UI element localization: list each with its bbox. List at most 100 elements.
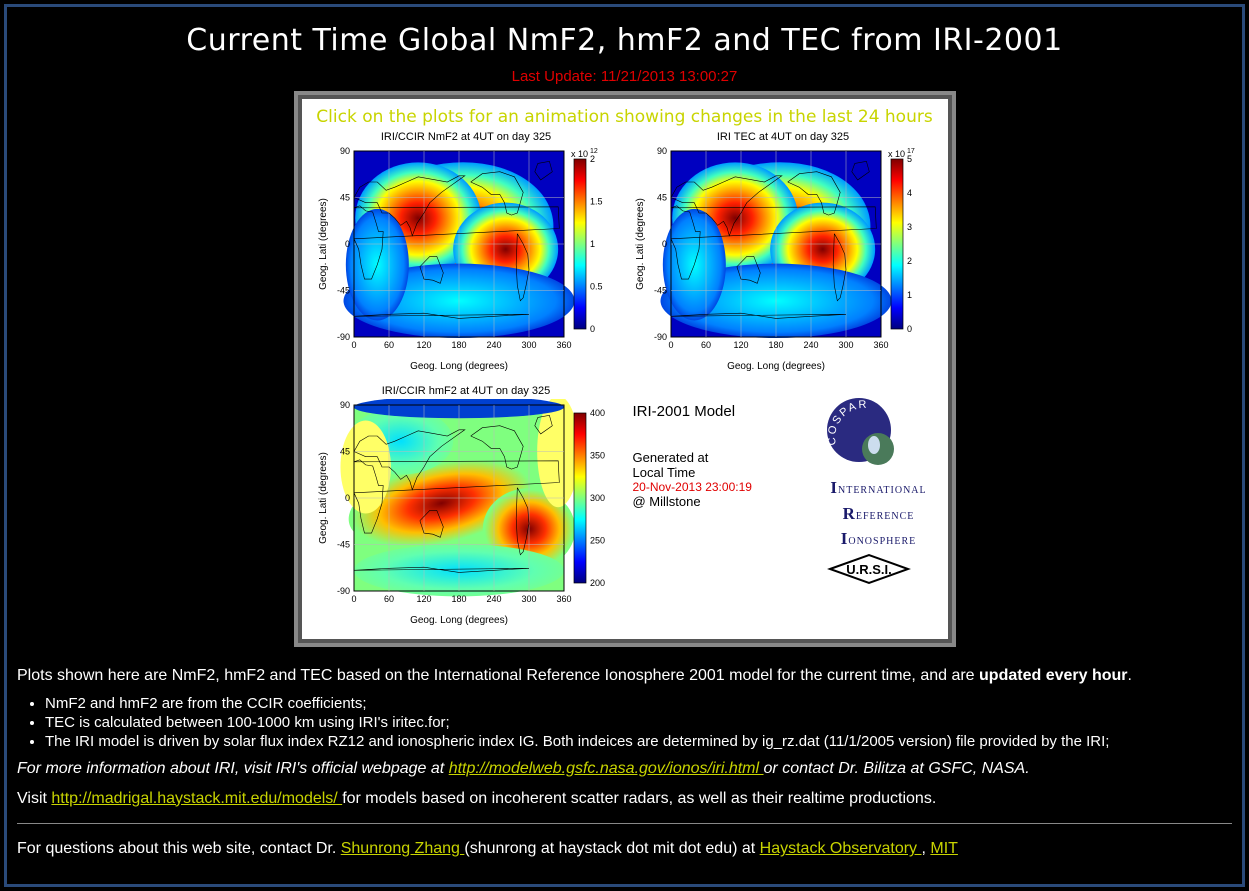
svg-text:180: 180 — [451, 594, 466, 604]
svg-text:120: 120 — [416, 594, 431, 604]
intro-text: Plots shown here are NmF2, hmF2 and TEC … — [17, 665, 1232, 687]
generated-location: @ Millstone — [633, 494, 814, 509]
svg-text:240: 240 — [803, 340, 818, 350]
svg-text:0: 0 — [344, 239, 349, 249]
mit-link[interactable]: MIT — [930, 840, 958, 857]
svg-text:350: 350 — [590, 451, 605, 461]
svg-text:1: 1 — [590, 239, 595, 249]
panel-title: IRI/CCIR hmF2 at 4UT on day 325 — [312, 385, 621, 397]
svg-text:2: 2 — [907, 256, 912, 266]
svg-text:180: 180 — [451, 340, 466, 350]
svg-text:-45: -45 — [653, 286, 666, 296]
svg-text:Geog. Lati (degrees): Geog. Lati (degrees) — [318, 452, 329, 544]
iri-official-link[interactable]: http://modelweb.gsfc.nasa.gov/ionos/iri.… — [449, 760, 764, 777]
page-title: Current Time Global NmF2, hmF2 and TEC f… — [17, 23, 1232, 58]
panel-info: IRI-2001 Model Generated at Local Time 2… — [629, 385, 938, 629]
bullet-item: NmF2 and hmF2 are from the CCIR coeffici… — [45, 695, 1232, 712]
last-update: Last Update: 11/21/2013 13:00:27 — [17, 68, 1232, 85]
nmf2-chart: 060120180240300360-90-4504590Geog. Long … — [312, 145, 612, 375]
cospar-logo-icon: COSPAR — [824, 395, 904, 475]
svg-text:17: 17 — [907, 148, 915, 155]
svg-text:180: 180 — [768, 340, 783, 350]
svg-text:360: 360 — [873, 340, 888, 350]
contact-text: For questions about this web site, conta… — [17, 838, 1232, 860]
svg-text:0: 0 — [661, 239, 666, 249]
svg-text:120: 120 — [733, 340, 748, 350]
bullet-list: NmF2 and hmF2 are from the CCIR coeffici… — [45, 695, 1232, 750]
svg-text:Geog. Lati (degrees): Geog. Lati (degrees) — [635, 198, 646, 290]
svg-text:x 10: x 10 — [887, 149, 904, 159]
iri-acronym: International Reference Ionosphere — [824, 475, 934, 552]
click-hint: Click on the plots for an animation show… — [312, 105, 938, 131]
svg-text:360: 360 — [556, 340, 571, 350]
svg-text:300: 300 — [838, 340, 853, 350]
svg-text:360: 360 — [556, 594, 571, 604]
bullet-item: The IRI model is driven by solar flux in… — [45, 733, 1232, 750]
generated-timestamp: 20-Nov-2013 23:00:19 — [633, 480, 814, 494]
svg-text:45: 45 — [656, 193, 666, 203]
svg-text:45: 45 — [339, 193, 349, 203]
more-b: or contact Dr. Bilitza at GSFC, NASA. — [764, 760, 1030, 777]
svg-text:300: 300 — [521, 594, 536, 604]
tec-chart: 060120180240300360-90-4504590Geog. Long … — [629, 145, 929, 375]
svg-text:90: 90 — [339, 146, 349, 156]
panel-grid: IRI/CCIR NmF2 at 4UT on day 325 06012018… — [312, 131, 938, 629]
svg-text:60: 60 — [383, 340, 393, 350]
svg-text:45: 45 — [339, 447, 349, 457]
svg-text:60: 60 — [700, 340, 710, 350]
hmf2-chart: 060120180240300360-90-4504590Geog. Long … — [312, 399, 612, 629]
svg-text:120: 120 — [416, 340, 431, 350]
madrigal-link[interactable]: http://madrigal.haystack.mit.edu/models/ — [51, 790, 342, 807]
svg-text:x 10: x 10 — [570, 149, 587, 159]
svg-text:400: 400 — [590, 408, 605, 418]
figure-frame: Click on the plots for an animation show… — [294, 91, 956, 647]
divider — [17, 823, 1232, 824]
svg-text:0: 0 — [351, 340, 356, 350]
panel-tec[interactable]: IRI TEC at 4UT on day 325 06012018024030… — [629, 131, 938, 375]
haystack-link[interactable]: Haystack Observatory — [760, 840, 922, 857]
svg-text:Geog. Long (degrees): Geog. Long (degrees) — [727, 361, 825, 372]
svg-text:90: 90 — [339, 400, 349, 410]
svg-text:0.5: 0.5 — [590, 282, 603, 292]
svg-text:U.R.S.I.: U.R.S.I. — [846, 562, 892, 577]
panel-hmf2[interactable]: IRI/CCIR hmF2 at 4UT on day 325 0 60 120 18… — [312, 385, 621, 629]
svg-text:-90: -90 — [336, 332, 349, 342]
visit-text: Visit http://madrigal.haystack.mit.edu/m… — [17, 788, 1232, 810]
svg-text:300: 300 — [590, 493, 605, 503]
generated-label: Generated at — [633, 450, 814, 465]
svg-text:-45: -45 — [336, 286, 349, 296]
contact-a: For questions about this web site, conta… — [17, 840, 341, 857]
contact-b: (shunrong at haystack dot mit dot edu) a… — [464, 840, 759, 857]
svg-text:240: 240 — [486, 594, 501, 604]
svg-text:-90: -90 — [653, 332, 666, 342]
author-link[interactable]: Shunrong Zhang — [341, 840, 465, 857]
model-name: IRI-2001 Model — [633, 403, 814, 420]
panel-title: IRI/CCIR NmF2 at 4UT on day 325 — [312, 131, 621, 143]
svg-text:Geog. Long (degrees): Geog. Long (degrees) — [410, 361, 508, 372]
svg-text:0: 0 — [668, 340, 673, 350]
intro-b: updated every hour — [979, 667, 1127, 684]
svg-text:3: 3 — [907, 222, 912, 232]
svg-text:90: 90 — [656, 146, 666, 156]
intro-a: Plots shown here are NmF2, hmF2 and TEC … — [17, 667, 979, 684]
svg-text:250: 250 — [590, 536, 605, 546]
more-a: For more information about IRI, visit IR… — [17, 760, 449, 777]
panel-nmf2[interactable]: IRI/CCIR NmF2 at 4UT on day 325 06012018… — [312, 131, 621, 375]
generated-label-2: Local Time — [633, 465, 814, 480]
svg-text:5: 5 — [907, 154, 912, 164]
panel-title: IRI TEC at 4UT on day 325 — [629, 131, 938, 143]
svg-text:200: 200 — [590, 578, 605, 588]
svg-text:0: 0 — [351, 594, 356, 604]
svg-text:240: 240 — [486, 340, 501, 350]
visit-a: Visit — [17, 790, 51, 807]
figure[interactable]: Click on the plots for an animation show… — [302, 99, 948, 639]
svg-text:1: 1 — [907, 290, 912, 300]
more-info: For more information about IRI, visit IR… — [17, 760, 1232, 778]
svg-text:2: 2 — [590, 154, 595, 164]
svg-text:0: 0 — [907, 324, 912, 334]
svg-text:0: 0 — [344, 493, 349, 503]
visit-b: for models based on incoherent scatter r… — [342, 790, 936, 807]
svg-text:60: 60 — [383, 594, 393, 604]
svg-text:-45: -45 — [336, 540, 349, 550]
ursi-logo-icon: U.R.S.I. — [824, 552, 914, 586]
